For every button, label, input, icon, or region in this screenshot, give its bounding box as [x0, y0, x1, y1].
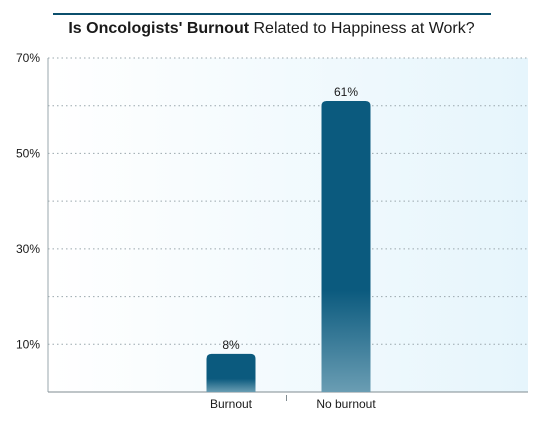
y-tick-label: 70% [16, 51, 40, 65]
chart-title-bold: Is Oncologists' Burnout [68, 20, 250, 37]
y-tick-label: 30% [16, 242, 40, 256]
chart-title-rest: Related to Happiness at Work? [249, 20, 475, 37]
data-label: 8% [222, 338, 240, 352]
y-tick-label: 10% [16, 337, 40, 351]
x-tick-label: Burnout [210, 397, 253, 411]
y-tick-label: 50% [16, 146, 40, 160]
title-rule [53, 13, 491, 15]
bar-no-burnout [321, 100, 371, 392]
data-label: 61% [334, 85, 358, 99]
x-tick-label: No burnout [316, 397, 376, 411]
plot-area [48, 58, 528, 392]
chart-title: Is Oncologists' Burnout Related to Happi… [0, 20, 543, 38]
bar-burnout [206, 353, 256, 392]
